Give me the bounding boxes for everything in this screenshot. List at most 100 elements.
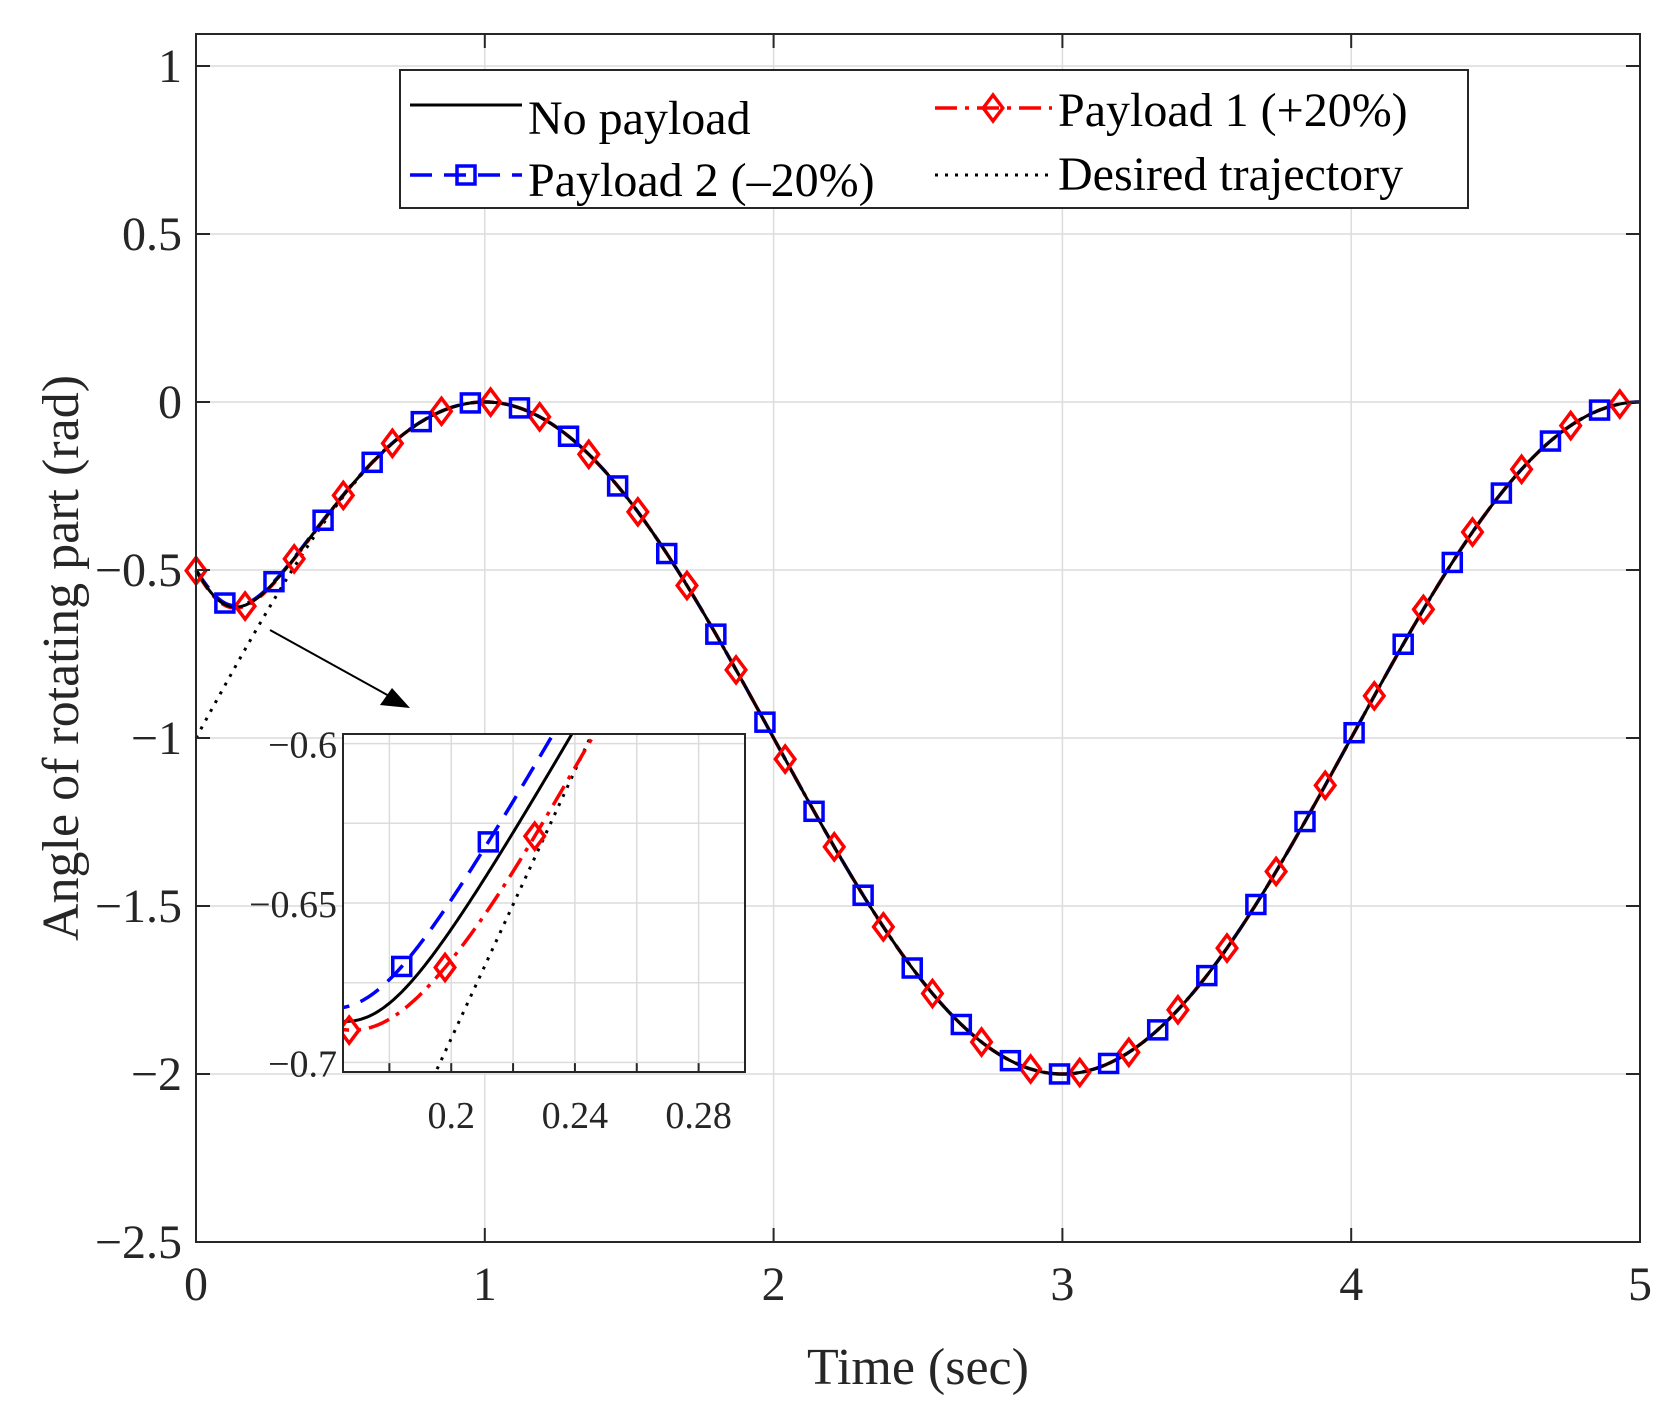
payload1-marker (1558, 409, 1583, 442)
payload1-marker (527, 400, 552, 433)
inset-x-tick-label: 0.2 (427, 1095, 475, 1137)
payload1-marker (822, 830, 847, 863)
payload2-marker (1490, 482, 1513, 504)
payload1-marker (871, 910, 896, 943)
x-tick-label: 2 (762, 1258, 786, 1311)
legend-payload1-marker (981, 92, 1005, 124)
payload1-marker (1264, 855, 1289, 888)
inset-x-tick-label: 0.28 (665, 1095, 732, 1137)
inset-payload2-marker (477, 831, 500, 853)
payload1-marker (1509, 453, 1534, 486)
y-tick-label: −2 (131, 1048, 182, 1101)
payload1-marker (1116, 1036, 1141, 1069)
axis-ticks: 0 1 2 3 4 5 1 0.5 0 −0.5 −1 −1.5 −2 −2.5 (95, 34, 1652, 1311)
payload2-marker (508, 397, 531, 419)
payload2-marker (1392, 633, 1414, 656)
payload2-marker (999, 1049, 1022, 1072)
zoom-arrow-head (380, 688, 410, 708)
y-tick-label: −0.5 (95, 544, 182, 597)
payload2-marker (1588, 399, 1611, 421)
x-tick-label: 5 (1628, 1258, 1652, 1311)
payload2-marker (1245, 893, 1267, 916)
inset-zoom: 0.2 0.24 0.28 −0.6 −0.65 −0.7 (249, 725, 746, 1137)
payload2-marker (410, 410, 433, 433)
payload1-marker (233, 590, 258, 623)
payload1-marker (1607, 388, 1632, 420)
payload2-marker (754, 711, 776, 733)
x-tick-label: 4 (1339, 1258, 1363, 1311)
payload1-marker (576, 438, 601, 471)
payload2-marker (557, 425, 580, 447)
payload1-marker (331, 479, 356, 512)
payload2-marker (606, 475, 629, 497)
plot-frame (195, 33, 1641, 1243)
payload1-marker (1313, 769, 1338, 802)
inset-payload1-marker (433, 951, 457, 984)
inset-no-payload-line (343, 734, 574, 1023)
inset-payload2-line (343, 734, 556, 1010)
payload1-marker (625, 495, 650, 528)
payload2-marker (312, 509, 334, 531)
payload2-marker (459, 392, 482, 414)
payload2-marker (1441, 551, 1464, 574)
payload1-marker (282, 542, 307, 575)
payload2-marker (705, 623, 727, 645)
y-tick-label: 0 (158, 376, 182, 429)
legend-payload2-label: Payload 2 (–20%) (528, 154, 875, 207)
payload2-marker (655, 542, 678, 565)
payload1-marker (1362, 679, 1387, 712)
payload1-marker (1215, 932, 1239, 964)
legend-payload2-marker (455, 164, 477, 186)
legend: No payload Payload 1 (+20%) Payload 2 (–20… (399, 69, 1469, 209)
y-tick-label: −1 (131, 712, 182, 765)
legend-payload1-label: Payload 1 (+20%) (1058, 84, 1408, 137)
y-tick-label: −2.5 (95, 1216, 182, 1269)
inset-y-tick-label: −0.7 (268, 1043, 337, 1085)
inset-payload1-marker (343, 1014, 362, 1047)
payload2-marker (950, 1013, 973, 1036)
payload2-marker (214, 592, 236, 614)
y-tick-label: 1 (158, 40, 182, 93)
payload1-marker (429, 395, 454, 428)
payload1-marker (1411, 593, 1436, 626)
payload2-marker (901, 957, 923, 979)
inset-frame (342, 733, 746, 1073)
payload2-marker (1196, 964, 1218, 987)
payload2-marker (852, 884, 874, 906)
payload2-marker (1343, 721, 1365, 744)
inset-payload1-marker (522, 820, 547, 853)
payload1-marker (969, 1026, 994, 1058)
x-tick-label: 0 (184, 1258, 208, 1311)
y-tick-label: −1.5 (95, 880, 182, 933)
payload1-marker (773, 743, 798, 776)
payload2-marker (1539, 430, 1562, 452)
payload1-marker (380, 427, 405, 460)
legend-no-payload-label: No payload (528, 92, 751, 145)
inset-payload2-marker (391, 955, 413, 978)
x-tick-label: 3 (1050, 1258, 1074, 1311)
payload1-marker (478, 386, 503, 419)
payload1-marker (1067, 1056, 1092, 1089)
legend-box (399, 69, 1469, 209)
inset-curves (343, 734, 597, 1072)
inset-x-tick-label: 0.24 (542, 1095, 609, 1137)
y-axis-label: Angle of rotating part (rad) (33, 375, 90, 941)
zoom-arrow-shaft (269, 629, 401, 703)
payload2-marker (1097, 1052, 1120, 1075)
x-axis-label: Time (sec) (807, 1339, 1029, 1396)
payload1-marker (1460, 516, 1485, 548)
payload1-marker (920, 977, 945, 1010)
x-tick-label: 1 (473, 1258, 497, 1311)
payload2-marker (1294, 810, 1316, 833)
payload2-marker (1048, 1063, 1071, 1085)
payload1-marker (1018, 1053, 1043, 1085)
payload2-marker (361, 451, 383, 474)
payload1-marker (724, 653, 748, 686)
inset-y-tick-label: −0.65 (249, 884, 337, 926)
legend-desired-label: Desired trajectory (1058, 148, 1403, 201)
y-tick-label: 0.5 (122, 208, 182, 261)
payload2-marker (263, 570, 285, 593)
